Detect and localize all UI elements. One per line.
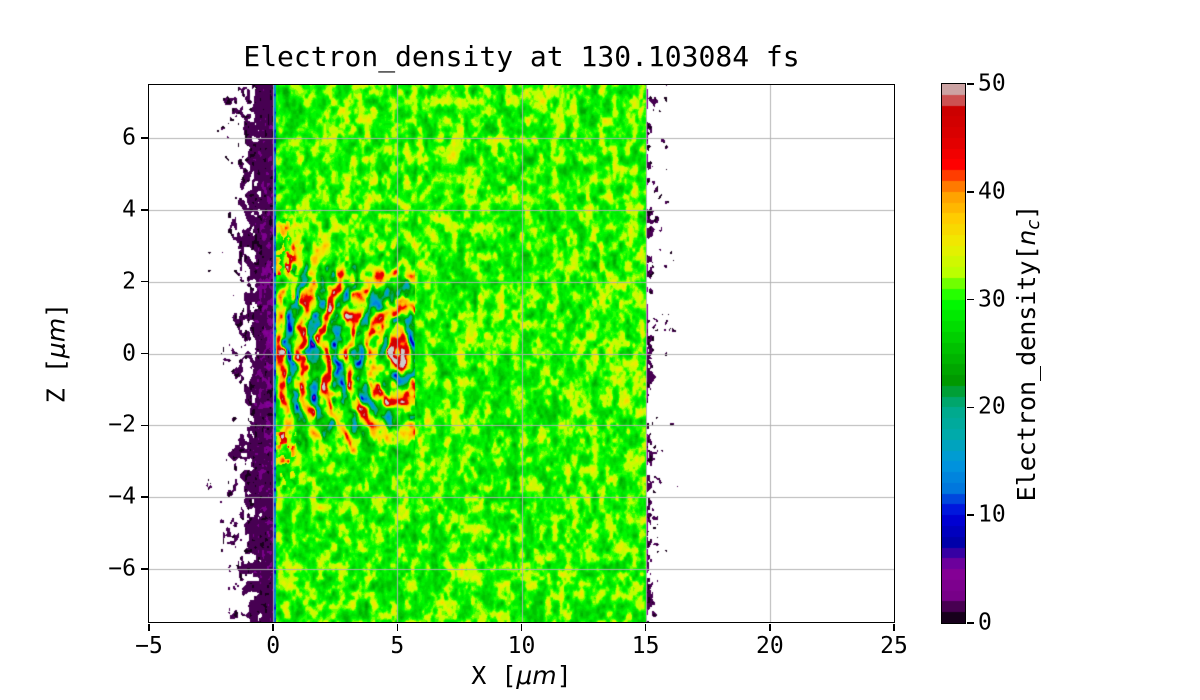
x-tick-label-20: 20 [755, 633, 784, 659]
z-axis-label-pre: Z [ [41, 358, 71, 404]
z-tick-label-2: 2 [122, 268, 136, 295]
colorbar-tick-label-20: 20 [978, 393, 1006, 420]
x-tick-label-5: 5 [390, 633, 405, 659]
colorbar-tick-mark [966, 622, 974, 624]
x-axis-label-post: ] [556, 661, 572, 690]
x-axis-label-mu: μm [516, 661, 557, 690]
colorbar-tick-label-10: 10 [978, 501, 1006, 528]
density-heatmap-canvas [148, 84, 894, 622]
x-axis-label-pre: X [ [471, 661, 517, 690]
colorbar-tick-mark [966, 83, 974, 85]
z-tick-label-6: 6 [122, 124, 136, 151]
z-tick-label--6: −6 [108, 555, 136, 582]
colorbar-tick-mark [966, 406, 974, 409]
chart-title: Electron_density at 130.103084 fs [243, 40, 800, 73]
colorbar-gradient-canvas [941, 83, 965, 623]
colorbar-label-n: n [1012, 229, 1042, 246]
z-tick-mark [140, 496, 148, 498]
x-tick-mark [148, 623, 150, 631]
colorbar-tick-label-50: 50 [978, 70, 1006, 97]
x-tick-mark [396, 623, 399, 631]
plot-area [147, 83, 895, 623]
z-tick-mark [140, 352, 148, 355]
colorbar [940, 82, 966, 624]
colorbar-label-post: ] [1012, 204, 1042, 220]
colorbar-tick-label-40: 40 [978, 178, 1006, 205]
x-tick-mark [272, 623, 274, 631]
colorbar-label-pre: Electron_density[ [1012, 245, 1042, 502]
z-tick-mark [140, 424, 148, 427]
colorbar-label: Electron_density[nc] [1012, 205, 1044, 502]
colorbar-tick-mark [966, 514, 974, 516]
z-axis-label: Z [μm] [42, 303, 71, 403]
z-tick-mark [140, 568, 148, 570]
z-tick-label--4: −4 [108, 483, 136, 510]
x-tick-label-15: 15 [631, 633, 660, 659]
z-tick-mark [140, 280, 148, 283]
z-tick-mark [140, 137, 148, 139]
z-axis-label-post: ] [41, 302, 71, 318]
colorbar-tick-label-30: 30 [978, 286, 1006, 313]
x-tick-label-25: 25 [880, 633, 908, 659]
colorbar-tick-mark [966, 298, 974, 301]
x-tick-label-10: 10 [507, 633, 536, 659]
x-tick-mark [644, 623, 647, 631]
x-tick-mark [769, 623, 771, 631]
x-axis-label: X [μm] [149, 661, 894, 690]
z-axis-label-mu: μm [41, 317, 71, 359]
x-tick-label--5: −5 [135, 633, 163, 659]
colorbar-tick-mark [966, 191, 974, 193]
x-tick-label-0: 0 [266, 633, 281, 659]
z-tick-label-4: 4 [122, 196, 136, 223]
x-tick-mark [520, 623, 523, 631]
colorbar-label-sub: c [1022, 219, 1044, 230]
colorbar-tick-label-0: 0 [978, 609, 992, 636]
z-tick-label-0: 0 [122, 340, 136, 366]
z-tick-mark [140, 209, 148, 211]
z-tick-label--2: −2 [108, 411, 136, 438]
x-tick-mark [893, 623, 895, 631]
